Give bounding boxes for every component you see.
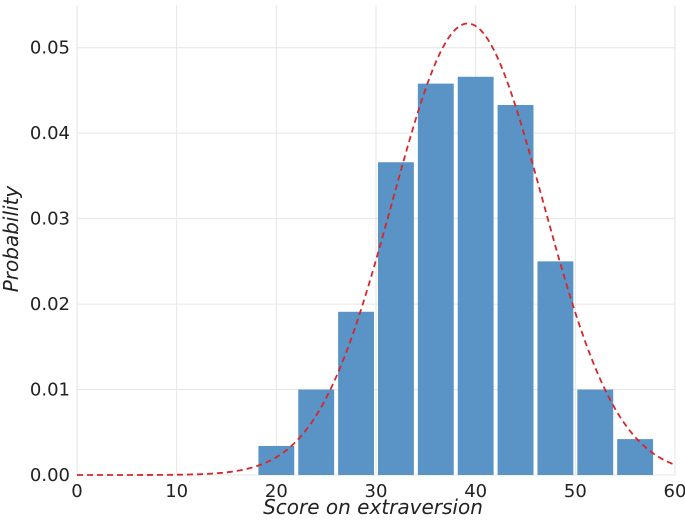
histogram-bar bbox=[457, 76, 494, 476]
y-tick-label: 0.00 bbox=[30, 465, 70, 486]
y-tick-label: 0.04 bbox=[30, 123, 70, 144]
histogram-bar bbox=[258, 445, 295, 475]
x-tick-label: 50 bbox=[564, 481, 587, 502]
x-axis-label: Score on extraversion bbox=[263, 495, 483, 519]
histogram-bar bbox=[417, 83, 454, 476]
x-tick-label: 10 bbox=[165, 481, 188, 502]
normal-curve-layer bbox=[77, 22, 676, 476]
x-tick-label: 40 bbox=[464, 481, 487, 502]
histogram-bar bbox=[497, 104, 534, 476]
tick-labels-layer: 0 10 20 30 40 50 60 0.00 0.01 0.02 0.03 0.04 0.05 bbox=[30, 38, 685, 502]
y-tick-label: 0.02 bbox=[30, 294, 70, 315]
x-tick-label: 0 bbox=[71, 481, 82, 502]
histogram-bar bbox=[298, 389, 335, 475]
x-tick-label: 30 bbox=[365, 481, 388, 502]
histogram-bar bbox=[537, 261, 574, 475]
bars-layer bbox=[258, 76, 654, 476]
normal-distribution-curve bbox=[77, 22, 676, 476]
x-tick-label: 60 bbox=[664, 481, 685, 502]
y-tick-label: 0.01 bbox=[30, 380, 70, 401]
histogram-bar bbox=[617, 439, 654, 475]
histogram-bar bbox=[377, 162, 414, 475]
y-tick-label: 0.05 bbox=[30, 38, 70, 59]
y-tick-label: 0.03 bbox=[30, 209, 70, 230]
y-axis-label: Probability bbox=[0, 185, 23, 293]
x-tick-label: 20 bbox=[265, 481, 288, 502]
histogram-bar bbox=[577, 389, 614, 475]
histogram-bar bbox=[338, 311, 375, 475]
